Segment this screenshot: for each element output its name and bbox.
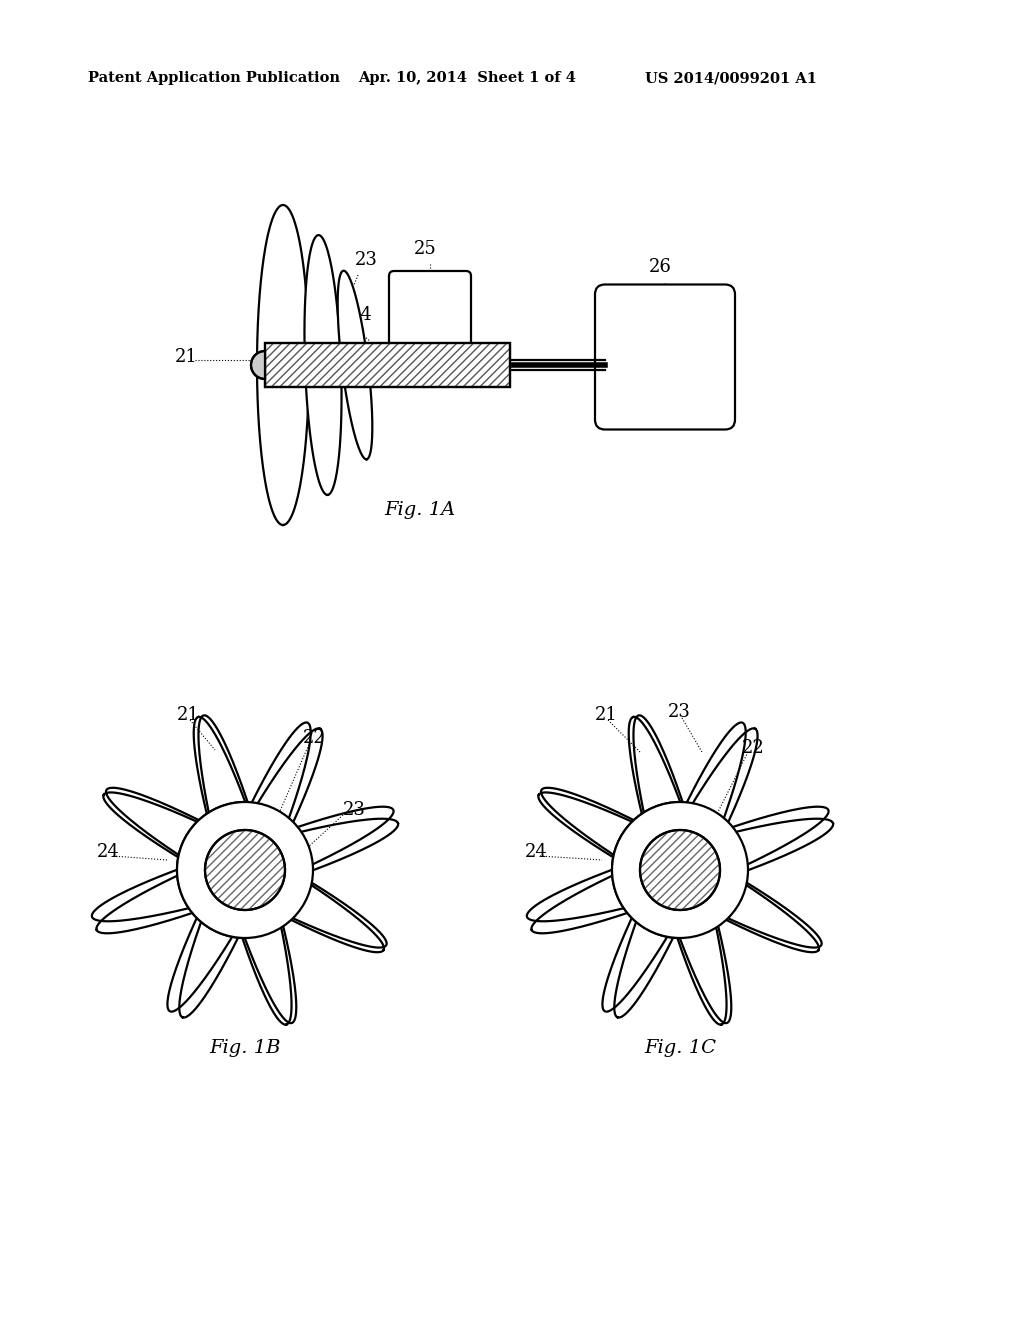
Text: 24: 24 bbox=[97, 843, 120, 861]
Text: Patent Application Publication: Patent Application Publication bbox=[88, 71, 340, 84]
Polygon shape bbox=[257, 205, 309, 525]
FancyBboxPatch shape bbox=[389, 271, 471, 356]
Text: Apr. 10, 2014  Sheet 1 of 4: Apr. 10, 2014 Sheet 1 of 4 bbox=[358, 71, 575, 84]
Polygon shape bbox=[167, 729, 323, 1011]
Polygon shape bbox=[338, 271, 373, 459]
Bar bbox=[265, 343, 510, 387]
Text: US 2014/0099201 A1: US 2014/0099201 A1 bbox=[645, 71, 817, 84]
Polygon shape bbox=[103, 792, 387, 948]
Polygon shape bbox=[531, 807, 828, 933]
Polygon shape bbox=[96, 807, 393, 933]
Polygon shape bbox=[614, 722, 745, 1018]
Bar bbox=[265, 343, 510, 387]
Polygon shape bbox=[177, 803, 245, 939]
Text: 22: 22 bbox=[303, 729, 326, 747]
Polygon shape bbox=[602, 729, 758, 1011]
Polygon shape bbox=[612, 803, 680, 939]
Polygon shape bbox=[199, 715, 292, 1024]
Polygon shape bbox=[251, 351, 265, 379]
Text: 24: 24 bbox=[350, 306, 373, 323]
Text: 26: 26 bbox=[648, 259, 672, 276]
Text: 22: 22 bbox=[305, 284, 328, 302]
Polygon shape bbox=[629, 717, 731, 1023]
Text: Fig. 1B: Fig. 1B bbox=[209, 1039, 281, 1057]
Polygon shape bbox=[634, 715, 727, 1024]
Bar bbox=[265, 343, 510, 387]
Polygon shape bbox=[541, 788, 819, 952]
Polygon shape bbox=[304, 235, 342, 495]
Text: 24: 24 bbox=[525, 843, 548, 861]
Circle shape bbox=[205, 830, 285, 909]
Text: 21: 21 bbox=[175, 348, 198, 366]
Polygon shape bbox=[106, 788, 384, 952]
Text: Fig. 1A: Fig. 1A bbox=[384, 502, 456, 519]
Text: 23: 23 bbox=[355, 251, 378, 269]
Text: Fig. 1C: Fig. 1C bbox=[644, 1039, 716, 1057]
Polygon shape bbox=[527, 818, 834, 921]
Text: 23: 23 bbox=[668, 704, 691, 721]
Text: 23: 23 bbox=[343, 801, 366, 818]
FancyBboxPatch shape bbox=[595, 285, 735, 429]
Circle shape bbox=[640, 830, 720, 909]
Text: 22: 22 bbox=[742, 739, 765, 756]
Text: 25: 25 bbox=[414, 240, 436, 257]
Polygon shape bbox=[179, 722, 310, 1018]
Text: 21: 21 bbox=[595, 706, 617, 723]
Polygon shape bbox=[92, 818, 398, 921]
Circle shape bbox=[177, 803, 313, 939]
Text: 21: 21 bbox=[177, 706, 200, 723]
Polygon shape bbox=[539, 792, 821, 948]
Polygon shape bbox=[194, 717, 296, 1023]
Circle shape bbox=[612, 803, 748, 939]
